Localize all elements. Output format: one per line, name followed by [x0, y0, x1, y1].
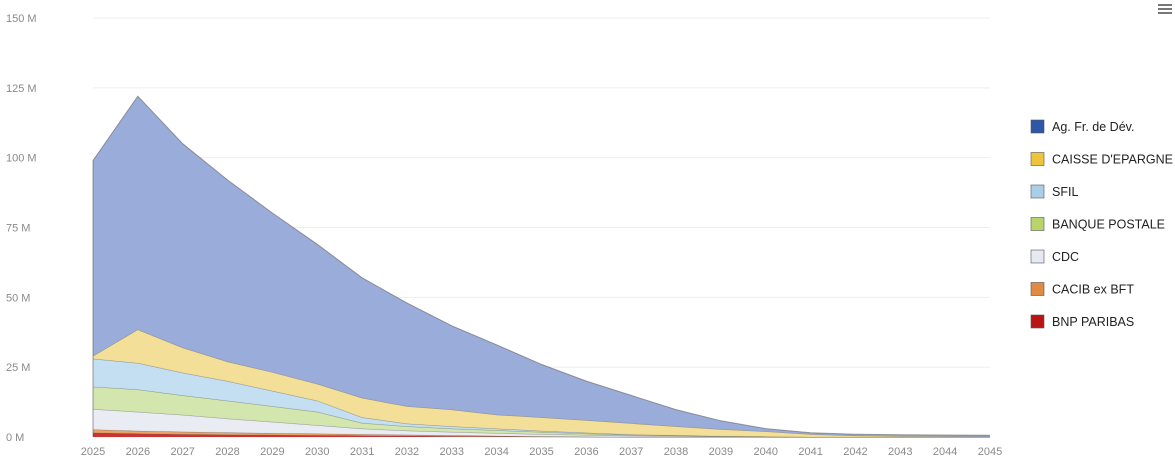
- legend-label: CDC: [1052, 250, 1079, 264]
- y-tick-label: 25 M: [6, 362, 30, 374]
- y-tick-label: 0 M: [6, 432, 24, 444]
- legend-swatch: [1030, 249, 1045, 264]
- area-cacib-ex-bft: [93, 429, 990, 437]
- area-cdc: [93, 409, 990, 437]
- legend-swatch: [1030, 217, 1045, 231]
- legend-swatch: [1030, 184, 1045, 199]
- x-tick-label: 2030: [305, 446, 329, 458]
- x-tick-label: 2039: [709, 446, 733, 458]
- legend-item[interactable]: CDC: [1030, 249, 1079, 264]
- x-tick-label: 2025: [81, 446, 105, 458]
- legend-label: CACIB ex BFT: [1052, 283, 1134, 297]
- y-tick-label: 75 M: [6, 223, 30, 235]
- x-tick-label: 2033: [440, 446, 464, 458]
- x-tick-label: 2038: [664, 446, 688, 458]
- x-tick-label: 2042: [843, 446, 867, 458]
- x-tick-label: 2035: [529, 446, 553, 458]
- area-caisse-d-epargne: [93, 329, 990, 437]
- legend-item[interactable]: BANQUE POSTALE: [1030, 217, 1165, 232]
- x-tick-label: 2044: [933, 446, 957, 458]
- area-ag-fr-de-d-v: [93, 96, 990, 437]
- x-tick-label: 2029: [260, 446, 284, 458]
- x-tick-label: 2041: [798, 446, 822, 458]
- y-tick-label: 150 M: [6, 13, 37, 25]
- x-tick-label: 2028: [215, 446, 239, 458]
- legend-label: SFIL: [1052, 185, 1078, 199]
- x-tick-label: 2037: [619, 446, 643, 458]
- legend-item[interactable]: BNP PARIBAS: [1030, 314, 1134, 329]
- y-tick-label: 100 M: [6, 153, 37, 165]
- x-tick-label: 2040: [754, 446, 778, 458]
- x-tick-label: 2045: [978, 446, 1002, 458]
- x-axis: 2025 2026 2027 2028 2029 2030 2031 2032 2033 2034…: [81, 446, 1002, 458]
- x-tick-label: 2032: [395, 446, 419, 458]
- area-bnp-paribas: [93, 432, 990, 437]
- x-tick-label: 2043: [888, 446, 912, 458]
- series-line: [92, 95, 991, 436]
- legend-item[interactable]: SFIL: [1030, 184, 1078, 199]
- x-tick-label: 2034: [484, 446, 508, 458]
- y-tick-label: 125 M: [6, 83, 37, 95]
- legend-label: Ag. Fr. de Dév.: [1052, 120, 1134, 134]
- x-tick-label: 2026: [126, 446, 150, 458]
- x-tick-label: 2036: [574, 446, 598, 458]
- legend-swatch: [1030, 282, 1045, 296]
- legend: Ag. Fr. de Dév. CAISSE D'EPARGNE SFIL BANQU…: [1030, 119, 1173, 329]
- legend-swatch: [1030, 119, 1045, 134]
- legend-swatch: [1030, 152, 1045, 166]
- legend-swatch: [1030, 314, 1045, 329]
- area-banque-postale: [93, 386, 990, 437]
- legend-label: BANQUE POSTALE: [1052, 218, 1165, 232]
- legend-item[interactable]: Ag. Fr. de Dév.: [1030, 119, 1134, 134]
- legend-item[interactable]: CACIB ex BFT: [1030, 282, 1134, 297]
- legend-item[interactable]: CAISSE D'EPARGNE: [1030, 152, 1173, 167]
- x-tick-label: 2031: [350, 446, 374, 458]
- legend-label: BNP PARIBAS: [1052, 315, 1134, 329]
- x-tick-label: 2027: [170, 446, 194, 458]
- legend-label: CAISSE D'EPARGNE: [1052, 153, 1173, 167]
- area-series: [92, 95, 991, 438]
- area-sfil: [93, 358, 990, 437]
- menu-icon[interactable]: [1158, 4, 1172, 16]
- y-tick-label: 50 M: [6, 292, 30, 304]
